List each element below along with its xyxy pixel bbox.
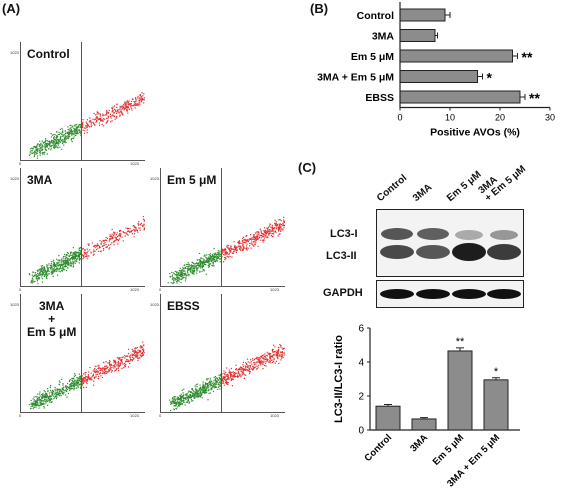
c-error-bar xyxy=(420,417,428,419)
flow-panel-label-line: EBSS xyxy=(167,299,200,313)
flow-panel-label-line: 3MA xyxy=(27,173,53,187)
c-error-bar xyxy=(384,404,392,407)
c-significance: ** xyxy=(456,336,465,348)
b-x-axis-label: Positive AVOs (%) xyxy=(430,127,520,139)
scatter-dots xyxy=(167,216,285,285)
b-error-bar xyxy=(520,94,526,100)
x-tick-max: 1023 xyxy=(130,161,139,166)
gate-line xyxy=(81,294,82,412)
flow-panel: Em 5 μM xyxy=(160,168,285,287)
b-category-label: Control xyxy=(357,10,394,22)
y-tick-max: 1023 xyxy=(10,50,19,55)
gate-line xyxy=(221,294,222,412)
x-tick-max: 1023 xyxy=(270,287,279,292)
blot-lane-label: 3MA + Em 5 μM xyxy=(476,163,529,204)
y-tick-max: 1023 xyxy=(10,176,19,181)
b-bar xyxy=(399,8,446,22)
flow-panel-label-line: Em 5 μM xyxy=(167,173,217,187)
b-significance: ** xyxy=(522,49,533,65)
gapdh-label: GAPDH xyxy=(323,287,363,299)
flow-panel-label: 3MA + Em 5 μM xyxy=(27,300,76,339)
b-bar xyxy=(399,29,436,42)
flow-panel: EBSS xyxy=(160,294,285,413)
b-category-label: 3MA + Em 5 μM xyxy=(317,72,394,84)
lc3i-label: LC3-I xyxy=(330,228,358,240)
b-x-tick-label: 30 xyxy=(545,113,555,123)
blot-lane-label: Control xyxy=(374,172,410,204)
lc3-blot-image xyxy=(376,209,524,277)
y-tick-max: 1023 xyxy=(150,302,159,307)
b-category-label: EBSS xyxy=(365,92,394,104)
b-error-bar xyxy=(477,73,483,80)
b-bar xyxy=(399,49,513,63)
panel-label-b: (B) xyxy=(310,1,329,16)
flow-panel-label-line: 3MA xyxy=(39,299,65,313)
c-bar xyxy=(375,405,401,431)
scatter-dots xyxy=(168,343,285,412)
scatter-dots xyxy=(28,92,145,159)
flow-panel-label: Control xyxy=(27,48,70,61)
c-y-tick-label: 0 xyxy=(358,426,364,437)
c-y-axis-label: LC3-II/LC3-I ratio xyxy=(333,335,345,423)
chart-b-positive-avos: Control 3MA Em 5 μM ** 3MA + Em 5 μM * EBSS ** 0… xyxy=(317,2,555,139)
b-x-tick-label: 10 xyxy=(445,113,455,123)
b-x-tick-label: 0 xyxy=(397,113,402,123)
x-tick-zero: 0 xyxy=(19,287,22,292)
c-significance: * xyxy=(494,366,499,378)
chart-c-lc3-ratio: 0 2 4 6 LC3-II/LC3-I ratio Control 3MA ** Em 5 μ… xyxy=(333,324,520,489)
scatter-dots xyxy=(28,341,145,410)
flow-panel-label-line: Em 5 μM xyxy=(27,325,77,339)
b-bar xyxy=(399,70,478,83)
panel-label-c: (C) xyxy=(298,160,317,175)
c-bar xyxy=(411,418,437,431)
gate-line xyxy=(81,42,82,160)
y-tick-max: 1023 xyxy=(150,176,159,181)
flow-panel-label: EBSS xyxy=(167,300,200,313)
x-tick-max: 1023 xyxy=(270,413,279,418)
x-tick-max: 1023 xyxy=(130,287,139,292)
flow-panel-label-line: + xyxy=(48,312,56,326)
b-error-bar xyxy=(435,32,438,39)
c-category-label: Control xyxy=(362,432,394,464)
flow-panel: Control xyxy=(20,42,145,161)
x-tick-zero: 0 xyxy=(159,413,162,418)
b-significance: * xyxy=(487,70,493,86)
b-category-label: Em 5 μM xyxy=(351,51,394,63)
c-bar xyxy=(447,350,473,431)
x-tick-max: 1023 xyxy=(130,413,139,418)
lc3ii-label: LC3-II xyxy=(326,250,357,262)
gapdh-blot-image xyxy=(376,280,524,308)
b-error-bar xyxy=(512,53,518,59)
flow-panel: 3MA + Em 5 μM xyxy=(20,294,145,413)
c-category-label: 3MA xyxy=(408,432,430,454)
c-error-bar xyxy=(492,377,500,380)
b-category-label: 3MA xyxy=(372,31,395,43)
gate-line xyxy=(221,168,222,286)
b-x-tick-label: 20 xyxy=(495,113,505,123)
c-category-label: Em 5 μM xyxy=(431,432,466,467)
x-tick-zero: 0 xyxy=(159,287,162,292)
gate-line xyxy=(81,168,82,286)
flow-panel: 3MA xyxy=(20,168,145,287)
flow-panel-label-line: Control xyxy=(27,47,70,61)
scatter-dots xyxy=(28,215,145,285)
y-tick-max: 1023 xyxy=(10,302,19,307)
x-tick-zero: 0 xyxy=(19,413,22,418)
flow-panel-label: Em 5 μM xyxy=(167,174,216,187)
blot-lane-label: 3MA xyxy=(410,181,435,204)
x-tick-zero: 0 xyxy=(19,161,22,166)
b-bar xyxy=(399,90,521,104)
panel-label-a: (A) xyxy=(2,1,21,16)
c-error-bar xyxy=(456,347,464,351)
b-significance: ** xyxy=(529,90,540,106)
b-error-bar xyxy=(445,12,451,18)
c-bar xyxy=(483,379,509,431)
c-y-tick-label: 2 xyxy=(358,392,364,403)
c-y-tick-label: 6 xyxy=(358,324,364,335)
c-y-tick-label: 4 xyxy=(358,358,364,369)
flow-panel-label: 3MA xyxy=(27,174,52,187)
